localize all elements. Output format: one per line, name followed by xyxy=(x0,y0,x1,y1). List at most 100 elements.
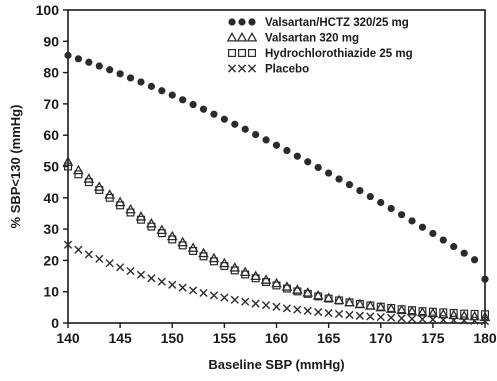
data-point xyxy=(304,158,312,166)
data-point xyxy=(168,280,177,289)
data-point xyxy=(147,274,156,283)
data-point xyxy=(85,58,93,66)
y-tick-label: 80 xyxy=(43,65,59,81)
y-tick-label: 50 xyxy=(43,159,59,175)
data-point xyxy=(470,316,479,325)
data-point xyxy=(209,291,219,300)
data-point xyxy=(314,307,323,317)
data-point xyxy=(116,70,124,78)
legend-marker xyxy=(246,31,258,42)
data-point xyxy=(356,187,364,195)
data-point xyxy=(239,266,251,276)
data-point xyxy=(199,105,208,113)
series-placebo xyxy=(63,240,490,326)
data-point xyxy=(408,217,416,225)
data-point xyxy=(283,146,291,155)
data-point xyxy=(62,156,74,166)
x-tick-label: 165 xyxy=(317,330,341,346)
data-point xyxy=(168,91,176,99)
data-point xyxy=(95,62,103,70)
data-point xyxy=(366,312,375,321)
data-point xyxy=(376,312,385,322)
data-point xyxy=(449,316,458,325)
data-point xyxy=(302,287,314,297)
data-point xyxy=(460,309,469,318)
data-point xyxy=(105,259,114,268)
legend-marker xyxy=(228,18,236,26)
data-point xyxy=(354,298,366,309)
data-point xyxy=(260,274,272,284)
data-point xyxy=(387,313,396,322)
data-point xyxy=(429,229,437,238)
legend-marker xyxy=(248,18,256,26)
data-point xyxy=(230,295,239,304)
data-point xyxy=(157,277,166,286)
data-point xyxy=(418,315,427,324)
data-point xyxy=(377,198,385,207)
data-point xyxy=(261,301,271,310)
data-point xyxy=(450,243,458,251)
data-point xyxy=(179,96,187,104)
data-point xyxy=(272,141,281,149)
series-valsartan-hctz-320-25-mg xyxy=(64,51,489,283)
data-point xyxy=(355,311,364,320)
data-point xyxy=(116,263,125,272)
data-point xyxy=(137,78,145,86)
data-point xyxy=(449,308,458,317)
data-point xyxy=(458,310,470,320)
data-point xyxy=(231,120,239,128)
data-point xyxy=(460,249,468,257)
data-point xyxy=(126,74,135,82)
data-point xyxy=(125,203,136,214)
data-point xyxy=(345,181,354,189)
data-point xyxy=(219,257,230,268)
data-point xyxy=(396,304,407,315)
data-point xyxy=(241,297,250,306)
data-point xyxy=(189,286,198,295)
data-point xyxy=(407,314,417,324)
data-point xyxy=(166,230,178,241)
legend-label: Valsartan 320 mg xyxy=(265,33,359,45)
x-axis-title: Baseline SBP (mmHg) xyxy=(208,357,344,372)
legend-marker xyxy=(247,64,257,73)
data-point xyxy=(375,301,387,312)
legend-label: Placebo xyxy=(265,64,309,76)
data-point xyxy=(365,300,376,310)
legend-label: Hydrochlorothiazide 25 mg xyxy=(265,48,413,60)
data-point xyxy=(177,236,188,247)
x-tick-label: 160 xyxy=(265,330,289,346)
data-point xyxy=(481,275,489,283)
data-point xyxy=(387,204,395,213)
data-point xyxy=(95,254,104,263)
x-tick-label: 150 xyxy=(161,330,185,346)
data-point xyxy=(83,173,95,183)
data-point xyxy=(312,289,324,300)
legend-item: Placebo xyxy=(227,64,309,76)
data-point xyxy=(324,308,333,318)
data-point xyxy=(229,262,241,272)
data-point xyxy=(427,307,439,318)
data-point xyxy=(334,309,344,319)
data-point xyxy=(126,266,135,276)
data-point xyxy=(439,236,447,244)
y-tick-label: 70 xyxy=(43,96,59,112)
data-point xyxy=(198,247,209,258)
data-point xyxy=(189,100,197,109)
x-tick-label: 155 xyxy=(213,330,237,346)
x-tick-label: 175 xyxy=(421,330,445,346)
data-point xyxy=(114,196,126,207)
data-point xyxy=(93,181,105,191)
data-point xyxy=(480,317,490,326)
legend-item: Valsartan 320 mg xyxy=(226,31,359,45)
y-tick-label: 90 xyxy=(43,33,59,49)
x-tick-label: 170 xyxy=(369,330,393,346)
legend-marker xyxy=(226,31,238,42)
data-point xyxy=(470,256,479,264)
y-tick-label: 20 xyxy=(43,252,59,268)
x-tick-label: 140 xyxy=(56,330,80,346)
data-point xyxy=(469,310,480,321)
y-tick-label: 40 xyxy=(43,190,59,206)
data-point xyxy=(333,294,345,305)
x-tick-label: 180 xyxy=(473,330,497,346)
